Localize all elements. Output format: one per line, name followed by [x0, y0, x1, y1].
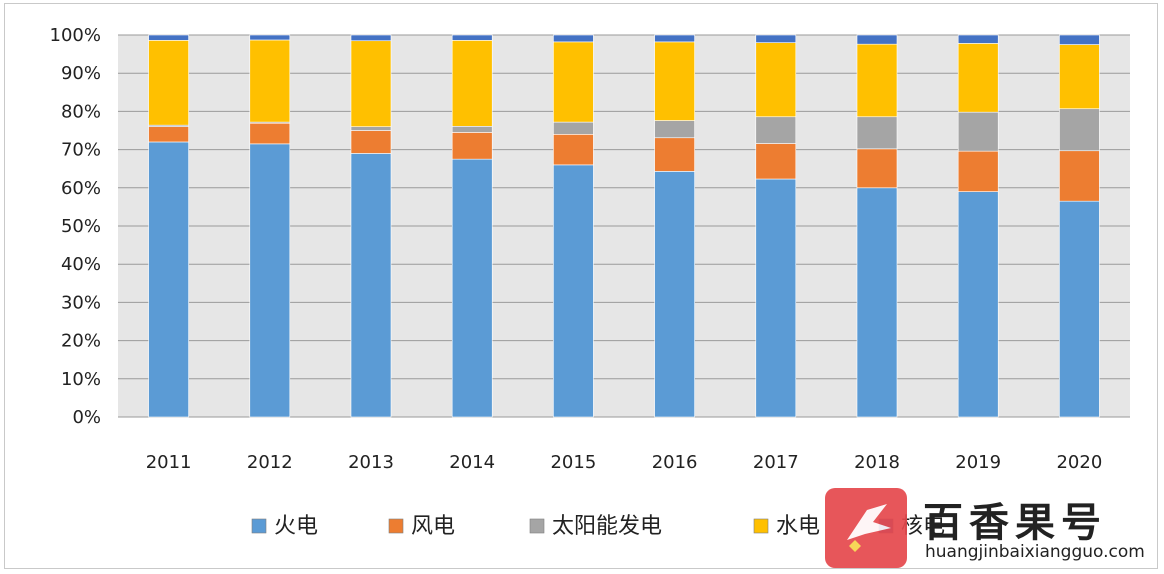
x-tick-label: 2018 [854, 452, 900, 473]
bar-segment [654, 41, 695, 121]
bar-segment [654, 120, 695, 139]
bar-segment [553, 34, 594, 43]
bar-segment [856, 34, 898, 45]
bar-segment [451, 158, 493, 418]
x-tick-label: 2013 [348, 452, 394, 473]
legend-swatch [529, 518, 545, 534]
bar-segment [856, 187, 898, 418]
legend-swatch [251, 518, 267, 534]
y-tick-label: 70% [61, 140, 101, 161]
bar-segment [249, 39, 291, 123]
bar-segment [249, 34, 291, 41]
bar-segment [350, 130, 392, 154]
bar-segment [957, 150, 999, 192]
chart-frame: 0% 10% 20% 30% 40% 50% 60% 70% 80% 90% 100% 2011 20… [4, 3, 1158, 569]
x-tick-label: 2019 [955, 452, 1001, 473]
y-tick-label: 50% [61, 216, 101, 237]
bar-segment [755, 34, 797, 43]
bar-segment [755, 42, 797, 118]
bar-segment [1059, 44, 1100, 110]
bar-segment [553, 134, 594, 166]
bar-segment [451, 125, 493, 133]
bar-segment [249, 143, 291, 418]
legend-swatch [753, 518, 769, 534]
bar-segment [856, 43, 898, 118]
legend-swatch [388, 518, 404, 534]
bar-segment [856, 116, 898, 150]
y-tick-label: 90% [61, 63, 101, 84]
bar-segment [957, 34, 999, 44]
bar-segment [654, 34, 695, 43]
bar-segment [755, 178, 797, 418]
bar-segment [755, 143, 797, 180]
legend-label: 火电 [274, 514, 318, 539]
bar-segment [350, 153, 392, 418]
legend-label: 太阳能发电 [552, 514, 662, 539]
legend-label: 水电 [776, 514, 820, 539]
bar-segment [856, 148, 898, 189]
bar-segment [451, 34, 493, 41]
bar-segment [553, 164, 594, 418]
bar-segment [451, 40, 493, 127]
bar-segment [148, 126, 189, 143]
bar-segment [553, 121, 594, 135]
bar-segment [451, 132, 493, 160]
bar-segment [957, 111, 999, 152]
x-tick-label: 2011 [146, 452, 192, 473]
bar-segment [148, 34, 189, 41]
brand-logo-icon [825, 488, 907, 568]
bar-segment [1059, 34, 1100, 45]
y-tick-label: 30% [61, 292, 101, 313]
legend-label: 核电 [901, 514, 945, 539]
y-tick-label: 20% [61, 331, 101, 352]
legend-label: 风电 [411, 514, 455, 539]
y-tick-label: 0% [72, 407, 101, 428]
bar-segment [148, 40, 189, 126]
watermark-brand-name: 百香果号 [923, 500, 1107, 546]
x-tick-label: 2014 [449, 452, 495, 473]
bar-segment [654, 171, 695, 418]
bar-segment [148, 141, 189, 418]
x-tick-label: 2017 [753, 452, 799, 473]
bar-segment [1059, 108, 1100, 152]
bar-segment [553, 41, 594, 123]
bar-segment [350, 34, 392, 42]
bar-segment [1059, 150, 1100, 202]
y-tick-label: 40% [61, 254, 101, 275]
y-axis-ticks: 0% 10% 20% 30% 40% 50% 60% 70% 80% 90% 100% [50, 25, 101, 428]
bar-segment [249, 122, 291, 145]
watermark: 百香果号 huangjinbaixiangguo.com [819, 482, 1159, 572]
x-tick-label: 2012 [247, 452, 293, 473]
x-tick-label: 2015 [550, 452, 596, 473]
y-tick-label: 100% [50, 25, 101, 46]
bar-segment [1059, 200, 1100, 418]
watermark-url: huangjinbaixiangguo.com [925, 542, 1145, 562]
bar-segment [350, 40, 392, 127]
x-axis-ticks: 2011 2012 2013 2014 2015 2016 2017 2018 2019 2020 [146, 452, 1103, 473]
bar-segment [957, 43, 999, 113]
x-tick-label: 2020 [1056, 452, 1102, 473]
x-tick-label: 2016 [652, 452, 698, 473]
y-tick-label: 10% [61, 369, 101, 390]
y-tick-label: 60% [61, 178, 101, 199]
bar-segment [654, 137, 695, 172]
y-tick-label: 80% [61, 101, 101, 122]
stacked-bar-chart: 0%10%20%30%40%50%60%70%80%90%100% 2011 20… [50, 25, 1130, 539]
bar-segment [957, 191, 999, 418]
bars [148, 34, 1100, 418]
bar-segment [755, 116, 797, 144]
bar-segment [350, 126, 392, 131]
